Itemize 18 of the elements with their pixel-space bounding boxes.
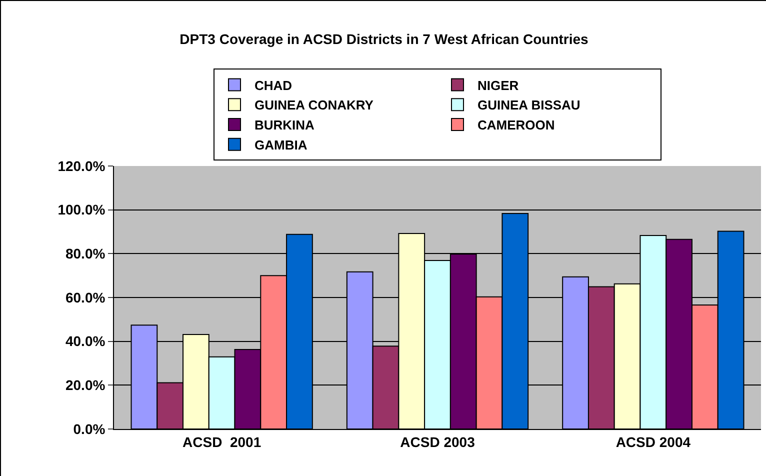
x-tick-label: ACSD 2001	[182, 434, 262, 450]
legend-label: GAMBIA	[254, 137, 308, 152]
y-tick-label: 0.0%	[73, 420, 106, 437]
x-tick-label: ACSD 2004	[616, 434, 691, 450]
legend-label: NIGER	[478, 78, 520, 93]
legend-label: CAMEROON	[478, 118, 555, 133]
legend-label: GUINEA CONAKRY	[254, 98, 374, 113]
legend-label: BURKINA	[254, 118, 316, 133]
chart-title: DPT3 Coverage in ACSD Districts in 7 West African Countries	[180, 31, 589, 48]
y-tick-label: 40.0%	[65, 333, 106, 350]
legend-label: CHAD	[254, 78, 292, 93]
y-tick-label: 100.0%	[58, 202, 106, 218]
x-tick-label: ACSD 2003	[400, 434, 476, 450]
y-tick-label: 20.0%	[65, 377, 106, 394]
legend-label: GUINEA BISSAU	[478, 98, 580, 113]
y-tick-label: 60.0%	[65, 289, 106, 306]
y-tick-label: 120.0%	[58, 158, 106, 174]
y-tick-label: 80.0%	[65, 246, 106, 262]
